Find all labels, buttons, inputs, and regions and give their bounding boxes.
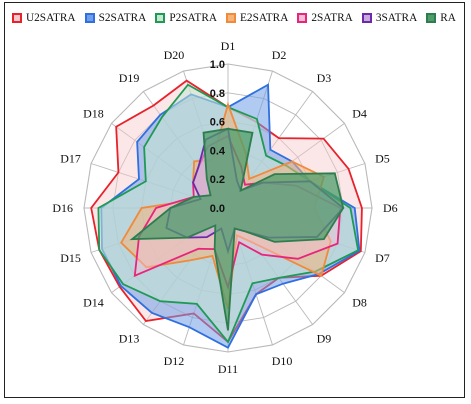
series-layer <box>90 79 363 349</box>
category-label-d2: D2 <box>272 48 287 62</box>
legend-label: RA <box>440 12 456 24</box>
legend-swatch <box>84 13 95 23</box>
axis-label-layer: D1 D2 D3 D4 D5 D6 D7 D8 D9 D10 D11 D12 D13 D14 D15 D16 D… <box>52 39 397 376</box>
legend-label: P2SATRA <box>169 12 218 24</box>
category-label-d18: D18 <box>83 106 104 120</box>
category-label-d1: D1 <box>221 39 236 53</box>
category-label-d20: D20 <box>164 48 185 62</box>
category-label-d12: D12 <box>164 354 185 368</box>
category-label-d4: D4 <box>352 106 367 120</box>
category-label-d5: D5 <box>375 151 390 165</box>
legend-swatch <box>361 13 372 23</box>
radial-tick-label: 1.0 <box>210 59 225 71</box>
category-label-d19: D19 <box>119 71 140 85</box>
radial-tick-label: 0.2 <box>210 174 225 186</box>
legend-swatch <box>226 13 237 23</box>
legend-label: 2SATRA <box>311 12 353 24</box>
series-area-ra <box>129 127 345 331</box>
legend-label: S2SATRA <box>98 12 147 24</box>
category-label-d6: D6 <box>383 201 398 215</box>
legend-item: E2SATRA <box>226 12 288 24</box>
legend-swatch <box>155 13 166 23</box>
category-label-d16: D16 <box>52 201 73 215</box>
category-label-d7: D7 <box>375 251 390 265</box>
legend-item: U2SATRA <box>12 12 76 24</box>
radial-tick-label: 0.0 <box>210 203 225 215</box>
legend: U2SATRA S2SATRA P2SATRA E2SATRA 2SATRA 3SATRA… <box>12 8 462 28</box>
category-label-d9: D9 <box>317 331 332 345</box>
category-label-d10: D10 <box>272 354 293 368</box>
legend-item: S2SATRA <box>84 12 147 24</box>
category-label-d13: D13 <box>119 331 140 345</box>
legend-swatch <box>297 13 308 23</box>
category-label-d11: D11 <box>218 362 238 376</box>
tick-layer: 0.0 0.2 0.4 0.6 0.8 1.0 <box>210 59 226 215</box>
category-label-d17: D17 <box>60 151 81 165</box>
category-label-d8: D8 <box>352 296 367 310</box>
legend-item: P2SATRA <box>155 12 217 24</box>
legend-swatch <box>426 13 437 23</box>
category-label-d14: D14 <box>83 296 104 310</box>
category-label-d15: D15 <box>60 251 81 265</box>
legend-item: 3SATRA <box>361 12 418 24</box>
legend-swatch <box>12 13 22 23</box>
legend-item: RA <box>426 12 456 24</box>
legend-label: 3SATRA <box>375 12 418 24</box>
legend-item: 2SATRA <box>297 12 353 24</box>
legend-label: E2SATRA <box>240 12 289 24</box>
category-label-d3: D3 <box>317 71 332 85</box>
radial-tick-label: 0.8 <box>210 88 225 100</box>
radial-tick-label: 0.4 <box>210 145 226 157</box>
radial-tick-label: 0.6 <box>210 117 225 129</box>
legend-label: U2SATRA <box>26 12 76 24</box>
